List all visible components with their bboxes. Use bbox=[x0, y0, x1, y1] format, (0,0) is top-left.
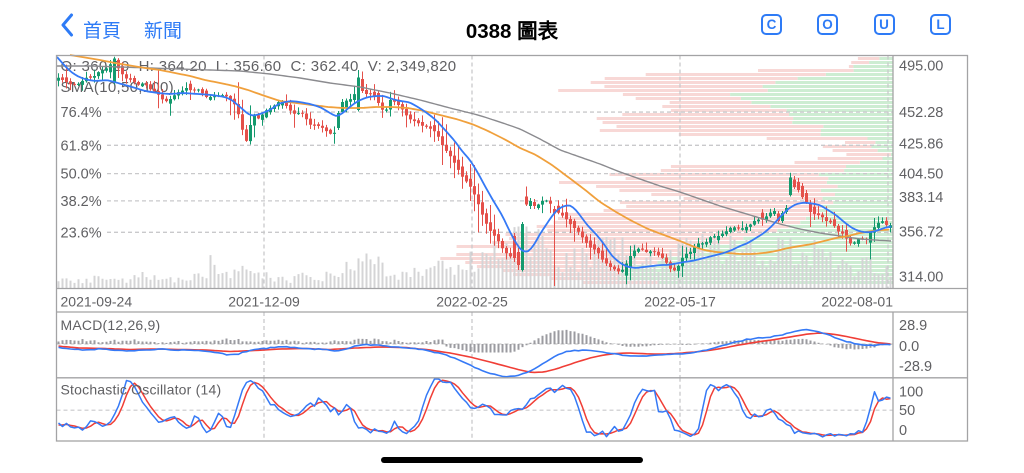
svg-text:2021-09-24: 2021-09-24 bbox=[61, 294, 133, 310]
svg-text:2022-08-01: 2022-08-01 bbox=[821, 294, 893, 310]
svg-text:2022-05-17: 2022-05-17 bbox=[644, 294, 716, 310]
svg-text:404.50: 404.50 bbox=[899, 167, 943, 183]
svg-text:28.9: 28.9 bbox=[899, 318, 927, 334]
svg-text:2021-12-09: 2021-12-09 bbox=[228, 294, 300, 310]
svg-text:2022-02-25: 2022-02-25 bbox=[436, 294, 508, 310]
svg-text:76.4%: 76.4% bbox=[61, 105, 102, 121]
svg-text:50: 50 bbox=[899, 403, 915, 419]
svg-text:MACD(12,26,9): MACD(12,26,9) bbox=[61, 317, 161, 333]
svg-text:383.14: 383.14 bbox=[899, 190, 943, 206]
svg-text:314.00: 314.00 bbox=[899, 269, 943, 285]
svg-text:38.2%: 38.2% bbox=[61, 194, 102, 210]
svg-text:100: 100 bbox=[899, 384, 923, 400]
svg-text:0.0: 0.0 bbox=[899, 339, 919, 355]
svg-text:452.28: 452.28 bbox=[899, 105, 943, 121]
svg-text:356.72: 356.72 bbox=[899, 224, 943, 240]
svg-text:50.0%: 50.0% bbox=[61, 167, 102, 183]
svg-text:61.8%: 61.8% bbox=[61, 138, 102, 154]
svg-text:0: 0 bbox=[899, 423, 907, 439]
svg-text:-28.9: -28.9 bbox=[899, 359, 932, 375]
svg-text:Stochastic Oscillator (14): Stochastic Oscillator (14) bbox=[61, 382, 222, 398]
svg-text:23.6%: 23.6% bbox=[61, 225, 102, 241]
svg-text:495.00: 495.00 bbox=[899, 59, 943, 75]
svg-text:425.86: 425.86 bbox=[899, 136, 943, 152]
